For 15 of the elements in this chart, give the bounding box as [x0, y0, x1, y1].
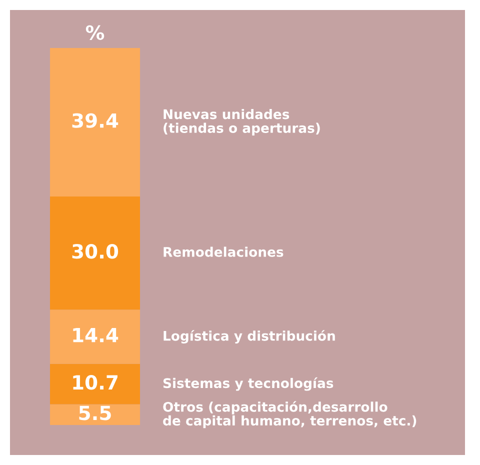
- bar: [50, 310, 140, 364]
- chart-title: %: [86, 25, 104, 40]
- series-label: Logística y distribución: [164, 330, 335, 344]
- series-label: Otros (capacitación,desarrollo de capital humano, terrenos, etc.): [163, 401, 416, 428]
- bar: [50, 364, 140, 404]
- data-label: 30.0: [72, 244, 118, 259]
- bar: [50, 196, 140, 310]
- data-label: 14.4: [73, 328, 118, 342]
- series-label: Sistemas y tecnologías: [163, 377, 334, 391]
- series-label: Remodelaciones: [164, 246, 284, 257]
- data-label: 5.5: [79, 406, 111, 420]
- bar: [50, 48, 140, 197]
- data-label: 10.7: [73, 375, 118, 390]
- data-label: 39.4: [72, 113, 118, 128]
- series-label: Nuevas unidades (tiendas o aperturas): [164, 109, 320, 136]
